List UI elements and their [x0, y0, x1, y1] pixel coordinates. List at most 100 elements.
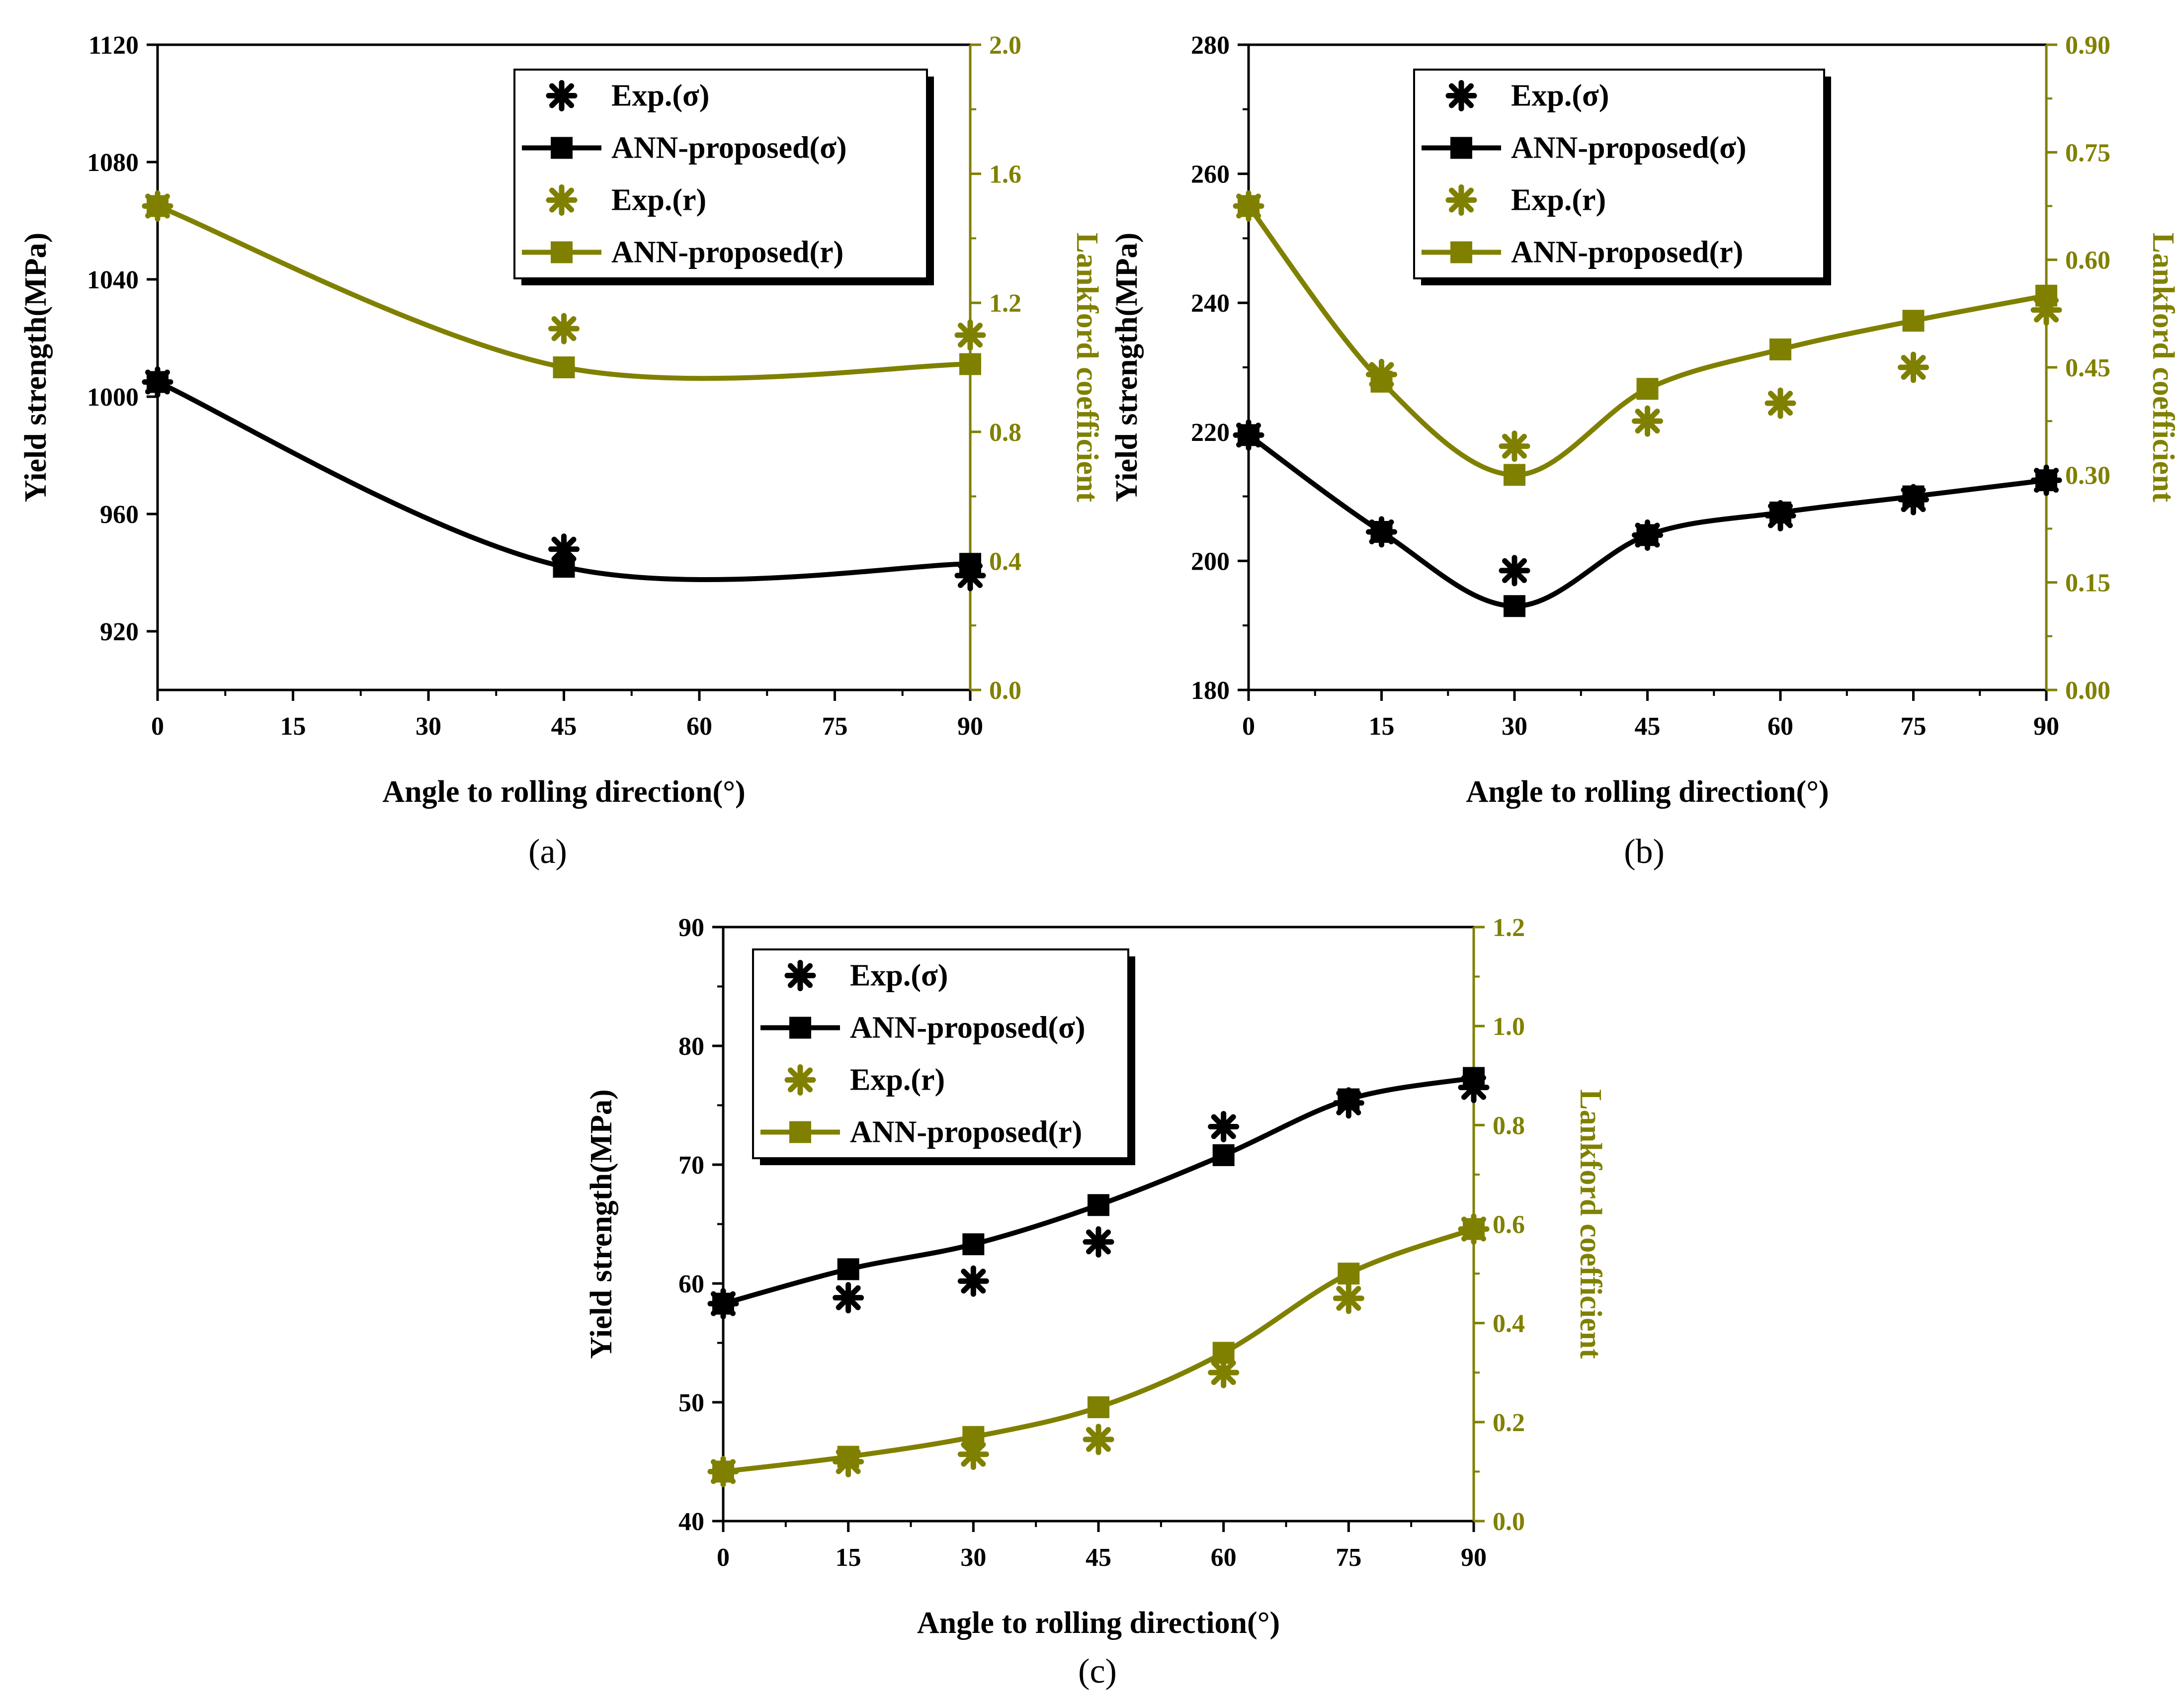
y2-tick-label: 0.8: [989, 419, 1021, 447]
legend-label: ANN-proposed(σ): [611, 131, 846, 165]
data-point-star-stroke-3: [551, 316, 577, 341]
y2-tick-label: 0.4: [989, 547, 1021, 576]
data-point-square: [1088, 1194, 1109, 1216]
data-point-star-stroke-3: [1336, 1285, 1361, 1311]
x-tick-label: 0: [151, 712, 164, 741]
y2-tick-label: 0.45: [2065, 354, 2110, 382]
y-tick-label: 60: [678, 1270, 704, 1298]
legend-star: [1445, 184, 1477, 216]
data-point-square: [1902, 310, 1925, 332]
y2-tick-label: 0.2: [1493, 1409, 1525, 1437]
data-point-star: [954, 319, 986, 351]
y-tick-label: 50: [678, 1389, 704, 1417]
data-point-square: [553, 356, 575, 378]
data-point-star-stroke-3: [1211, 1360, 1236, 1385]
y2-tick-label: 0.60: [2065, 247, 2110, 275]
legend: Exp.(σ) ANN-proposed(σ) Exp.(r) ANN-propose…: [1413, 69, 1831, 285]
legend-star: [546, 80, 578, 111]
legend-star-stroke-3: [1449, 83, 1474, 108]
data-point-square: [712, 1460, 734, 1483]
y-tick-label: 260: [1191, 161, 1230, 189]
x-tick-label: 90: [1461, 1543, 1487, 1572]
legend-label: Exp.(σ): [611, 79, 709, 113]
data-point-star: [957, 1265, 989, 1297]
y-tick-label: 180: [1191, 677, 1230, 705]
data-point-square: [1769, 502, 1791, 524]
y-tick-label: 960: [100, 501, 139, 529]
data-point-star: [1764, 387, 1796, 419]
data-point-star-stroke-3: [1502, 433, 1527, 459]
legend-box: [513, 69, 928, 279]
data-point-square: [1902, 485, 1925, 508]
data-point-square: [147, 195, 168, 217]
legend-label: ANN-proposed(r): [1511, 236, 1743, 269]
series-1: [712, 1067, 1485, 1315]
x-tick-label: 75: [822, 712, 848, 741]
x-tick-label: 30: [960, 1543, 986, 1572]
data-point-star-stroke-3: [958, 323, 983, 348]
y2-tick-label: 1.2: [989, 289, 1021, 318]
data-point-star: [1208, 1357, 1240, 1388]
x-axis-title: Angle to rolling direction(°): [917, 1606, 1280, 1640]
legend-box: [752, 948, 1129, 1159]
data-point-square: [147, 371, 168, 393]
legend-label: Exp.(r): [1511, 183, 1606, 217]
data-point-square: [959, 553, 981, 575]
data-point-star: [1083, 1424, 1114, 1455]
y-tick-label: 920: [100, 618, 139, 646]
x-tick-label: 60: [1767, 712, 1793, 741]
x-tick-label: 45: [551, 712, 577, 741]
data-point-square: [962, 1426, 985, 1448]
x-tick-label: 90: [957, 712, 983, 741]
legend-box: [1413, 69, 1825, 279]
y2-tick-label: 0.00: [2065, 677, 2110, 705]
data-point-star-stroke-3: [1768, 391, 1793, 416]
data-point-star: [1333, 1282, 1364, 1314]
y2-tick-label: 0.75: [2065, 139, 2110, 167]
y2-tick-label: 1.0: [1493, 1013, 1525, 1041]
data-point-square: [1088, 1396, 1109, 1418]
data-point-square: [1338, 1263, 1360, 1285]
y2-tick-label: 0.0: [989, 677, 1021, 705]
x-tick-label: 45: [1635, 712, 1661, 741]
chart-c: 0 15 30 45 60 75 904050607080900.00.20.40.60.8…: [585, 914, 1607, 1691]
data-point-star-stroke-3: [1086, 1427, 1111, 1452]
legend-star-stroke-3: [788, 1067, 813, 1093]
data-point-square: [962, 1233, 985, 1256]
y-tick-label: 80: [678, 1032, 704, 1061]
legend-label: Exp.(r): [611, 183, 706, 217]
x-tick-label: 75: [1336, 1543, 1361, 1572]
y2-axis-title: Lankford coefficient: [2146, 233, 2180, 503]
chart-b: 0 15 30 45 60 75 90 180 200 220 240 260 280 0.00 0.15 0…: [1110, 31, 2180, 871]
y2-tick-label: 1.2: [1493, 914, 1525, 942]
data-point-square: [1636, 378, 1659, 400]
x-tick-label: 45: [1086, 1543, 1111, 1572]
data-point-square: [837, 1258, 859, 1280]
legend-star: [784, 960, 816, 991]
x-axis-title: Angle to rolling direction(°): [382, 775, 745, 809]
data-point-star: [1499, 430, 1530, 462]
x-tick-label: 0: [1242, 712, 1255, 741]
series-3: [712, 1218, 1485, 1483]
data-point-square: [1238, 195, 1260, 217]
series-0: [1233, 419, 2062, 587]
y-tick-label: 220: [1191, 419, 1230, 447]
y2-tick-label: 0.0: [1493, 1508, 1525, 1536]
x-tick-label: 15: [836, 1543, 861, 1572]
series-0: [142, 366, 986, 592]
data-point-square: [2035, 469, 2057, 492]
series-1: [1238, 424, 2057, 617]
legend: Exp.(σ) ANN-proposed(σ) Exp.(r) ANN-propose…: [752, 948, 1135, 1165]
legend-label: ANN-proposed(σ): [1511, 131, 1746, 165]
data-point-square: [837, 1446, 859, 1468]
y2-tick-label: 0.90: [2065, 31, 2110, 60]
x-axis-title: Angle to rolling direction(°): [1466, 775, 1829, 809]
x-tick-label: 75: [1901, 712, 1927, 741]
y2-tick-label: 1.6: [989, 161, 1021, 189]
data-point-star-stroke-3: [1086, 1229, 1111, 1255]
x-tick-label: 30: [416, 712, 441, 741]
legend-square: [789, 1121, 811, 1143]
data-point-square: [1338, 1088, 1360, 1110]
y-tick-label: 40: [678, 1508, 704, 1536]
legend-star-stroke-3: [1449, 187, 1474, 213]
